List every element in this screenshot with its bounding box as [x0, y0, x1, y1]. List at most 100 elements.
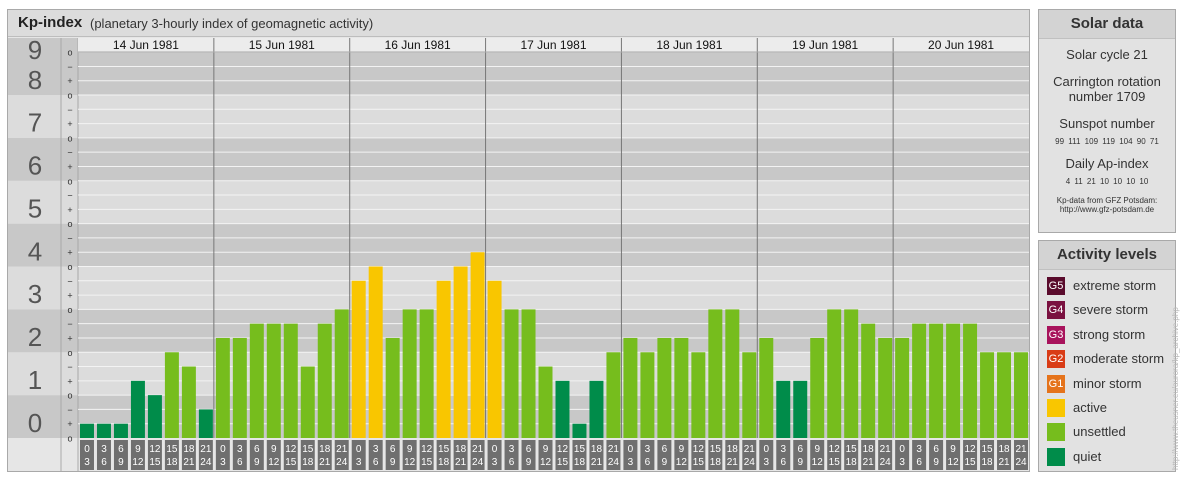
day-label: 20 Jun 1981: [928, 38, 994, 52]
y-subtick-label: −: [67, 105, 72, 115]
interval-label-box: [113, 440, 128, 470]
interval-end-label: 3: [628, 457, 634, 468]
y-tick-label: 8: [28, 65, 42, 95]
interval-label-box: [980, 440, 995, 470]
kp-bar: [215, 337, 230, 438]
interval-start-label: 18: [183, 444, 195, 455]
kp-bar: [555, 380, 570, 438]
interval-start-label: 12: [829, 444, 841, 455]
interval-label-box: [725, 440, 740, 470]
interval-start-label: 9: [950, 444, 956, 455]
chart-header: Kp-index (planetary 3-hourly index of ge…: [8, 10, 1029, 37]
y-tick-label: 3: [28, 279, 42, 309]
interval-start-label: 15: [846, 444, 858, 455]
interval-end-label: 12: [404, 457, 416, 468]
interval-label-box: [130, 440, 145, 470]
y-subtick-label: −: [67, 191, 72, 201]
interval-end-label: 24: [336, 457, 348, 468]
interval-start-label: 18: [863, 444, 875, 455]
interval-end-label: 9: [797, 457, 803, 468]
interval-end-label: 21: [998, 457, 1010, 468]
interval-start-label: 3: [237, 444, 243, 455]
kp-bar: [436, 280, 451, 438]
interval-end-label: 24: [200, 457, 212, 468]
level-label: active: [1073, 400, 1107, 415]
kp-bar: [980, 352, 995, 438]
level-swatch: [1047, 423, 1065, 441]
kp-band: [8, 95, 1029, 138]
interval-end-label: 3: [763, 457, 769, 468]
kp-bar: [912, 323, 927, 438]
interval-label-box: [249, 440, 264, 470]
kp-bar: [96, 423, 111, 438]
y-subtick-label: o: [67, 219, 72, 229]
interval-end-label: 24: [608, 457, 620, 468]
kp-bar: [878, 337, 893, 438]
interval-label-box: [844, 440, 859, 470]
level-swatch: [1047, 399, 1065, 417]
kp-bar: [674, 337, 689, 438]
interval-label-box: [232, 440, 247, 470]
interval-start-label: 15: [166, 444, 178, 455]
interval-end-label: 3: [899, 457, 905, 468]
kp-bar: [198, 409, 213, 438]
interval-label-box: [589, 440, 604, 470]
kp-bar: [113, 423, 128, 438]
interval-end-label: 6: [780, 457, 786, 468]
kp-bar: [249, 323, 264, 438]
interval-label-box: [810, 440, 825, 470]
interval-end-label: 9: [254, 457, 260, 468]
y-subtick-label: o: [67, 91, 72, 101]
level-label: minor storm: [1073, 376, 1142, 391]
carrington-rotation-label: Carrington rotation: [1053, 74, 1161, 89]
chart-subtitle: (planetary 3-hourly index of geomagnetic…: [90, 16, 374, 31]
kp-band: [8, 180, 1029, 224]
level-label: strong storm: [1073, 327, 1146, 342]
interval-start-label: 6: [933, 444, 939, 455]
interval-end-label: 21: [183, 457, 195, 468]
interval-label-box: [80, 440, 94, 470]
interval-start-label: 6: [390, 444, 396, 455]
interval-end-label: 21: [727, 457, 739, 468]
y-subtick-label: +: [67, 419, 72, 429]
day-label: 15 Jun 1981: [249, 38, 315, 52]
kp-bar: [776, 380, 791, 438]
kp-bar: [470, 252, 485, 438]
kp-bar: [691, 352, 706, 438]
level-label: quiet: [1073, 449, 1102, 464]
interval-label-box: [793, 440, 808, 470]
interval-label-box: [827, 440, 842, 470]
interval-label-box: [385, 440, 400, 470]
interval-end-label: 9: [390, 457, 396, 468]
level-swatch: G1: [1047, 375, 1065, 393]
interval-label-box: [317, 440, 332, 470]
interval-end-label: 18: [574, 457, 586, 468]
y-subtick-label: o: [67, 262, 72, 272]
interval-label-box: [453, 440, 468, 470]
interval-label-box: [266, 440, 281, 470]
y-subtick-label: +: [67, 291, 72, 301]
kp-bar: [929, 323, 944, 438]
ap-index-label: Daily Ap-index: [1065, 156, 1149, 171]
interval-start-label: 21: [1015, 444, 1027, 455]
level-swatch: G2: [1047, 350, 1065, 368]
y-subtick-label: +: [67, 248, 72, 258]
interval-label-box: [878, 440, 893, 470]
kp-bar: [317, 323, 332, 438]
interval-start-label: 21: [336, 444, 348, 455]
kp-bar: [589, 380, 604, 438]
interval-label-box: [402, 440, 417, 470]
interval-start-label: 15: [574, 444, 586, 455]
kp-band: [8, 223, 1029, 267]
sunspot-label: Sunspot number: [1059, 116, 1155, 131]
interval-label-box: [623, 440, 638, 470]
interval-start-label: 0: [899, 444, 905, 455]
interval-label-box: [861, 440, 876, 470]
interval-start-label: 21: [880, 444, 892, 455]
interval-label-box: [742, 440, 757, 470]
interval-label-box: [1014, 440, 1028, 470]
interval-end-label: 18: [846, 457, 858, 468]
data-source-link[interactable]: http://www.gfz-potsdam.de: [1059, 205, 1155, 214]
interval-end-label: 9: [662, 457, 668, 468]
interval-start-label: 12: [149, 444, 161, 455]
